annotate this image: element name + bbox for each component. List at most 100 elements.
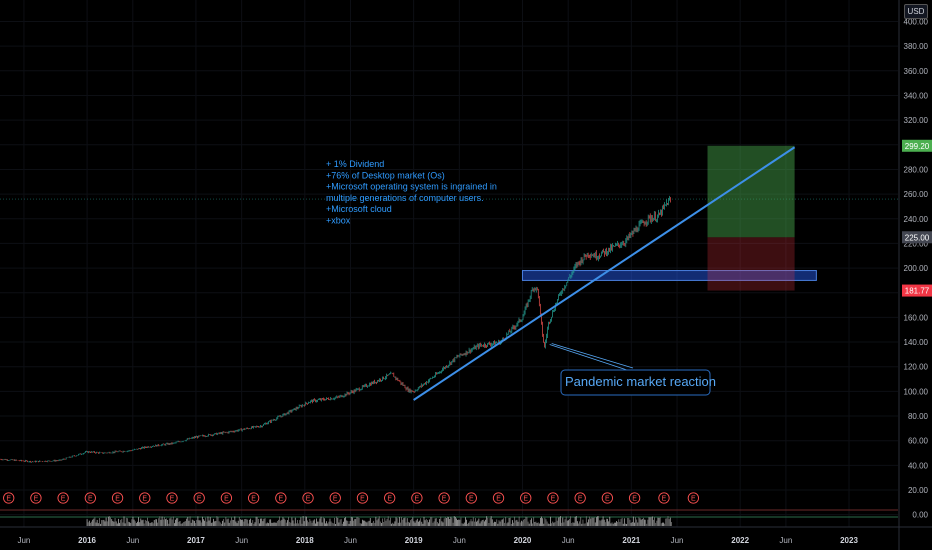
- earnings-marker: [275, 492, 287, 504]
- callout-connector: [549, 344, 634, 373]
- price-tag-bg: [902, 231, 932, 244]
- earnings-marker-label: E: [523, 496, 528, 503]
- support-zone: [521, 270, 817, 281]
- price-axis-label: 400.00: [904, 17, 929, 26]
- earnings-marker-label: E: [360, 496, 365, 503]
- price-axis-label: 220.00: [904, 239, 929, 248]
- price-axis-label: 140.00: [904, 338, 929, 347]
- price-axis-label: 260.00: [904, 190, 929, 199]
- price-axis-label: 20.00: [908, 486, 929, 495]
- price-axis-label: 200.00: [904, 264, 929, 273]
- price-tag-bg: [902, 284, 932, 297]
- earnings-marker-label: E: [197, 496, 202, 503]
- earnings-marker: [492, 492, 505, 504]
- price-axis-label: 160.00: [904, 313, 929, 322]
- pandemic-callout[interactable]: Pandemic market reaction: [549, 343, 716, 396]
- earnings-marker-label: E: [578, 496, 583, 503]
- analysis-notes: + 1% Dividend+76% of Desktop market (Os)…: [326, 159, 497, 226]
- time-axis-label: 2018: [296, 536, 314, 545]
- price-axis-label: 40.00: [908, 461, 929, 470]
- earnings-marker-label: E: [306, 496, 311, 503]
- price-axis-label: 240.00: [904, 215, 929, 224]
- price-axis-label: 280.00: [904, 165, 929, 174]
- volume-pane: [86, 516, 672, 526]
- earnings-marker: [520, 492, 532, 504]
- earnings-marker-label: E: [387, 496, 392, 503]
- price-axis-label: 60.00: [908, 437, 929, 446]
- earnings-marker: [601, 492, 614, 504]
- earnings-marker-label: E: [61, 496, 66, 503]
- time-axis-label: 2019: [405, 536, 423, 545]
- earnings-marker-label: E: [442, 496, 447, 503]
- earnings-marker-label: E: [496, 496, 501, 503]
- note-line: +Microsoft operating system is ingrained…: [326, 182, 497, 192]
- time-axis-label: 2023: [840, 536, 858, 545]
- price-tag-bg: [902, 139, 932, 152]
- time-axis-label: Jun: [17, 536, 30, 545]
- price-tags: 299.20 225.00 181.77: [902, 139, 932, 297]
- note-line: +xbox: [326, 216, 351, 226]
- earnings-marker-label: E: [34, 496, 39, 503]
- earnings-marker-label: E: [605, 496, 610, 503]
- time-axis-label: 2021: [622, 536, 640, 545]
- price-axis-label: 380.00: [904, 42, 929, 51]
- stop-zone: [707, 237, 795, 291]
- drawing-lines: [413, 146, 796, 401]
- earnings-marker-label: E: [469, 496, 474, 503]
- earnings-marker: [84, 492, 96, 504]
- price-tag-label: 299.20: [905, 142, 930, 151]
- time-axis-label: Jun: [235, 536, 248, 545]
- currency-label[interactable]: USD: [904, 4, 928, 19]
- earnings-marker: [247, 492, 260, 504]
- earnings-marker: [193, 492, 205, 504]
- earnings-marker: [658, 492, 670, 504]
- earnings-marker-label: E: [415, 496, 420, 503]
- earnings-marker-label: E: [115, 496, 120, 503]
- target-zone: [707, 145, 795, 238]
- trendline: [413, 146, 796, 401]
- candles: [0, 195, 671, 463]
- earnings-marker: [3, 492, 15, 504]
- earnings-marker: [111, 492, 124, 504]
- earnings-marker: [57, 492, 69, 504]
- note-line: +76% of Desktop market (Os): [326, 170, 445, 180]
- note-line: + 1% Dividend: [326, 159, 384, 169]
- earnings-marker-label: E: [142, 496, 147, 503]
- earnings-marker-label: E: [278, 496, 283, 503]
- price-axis-label: 360.00: [904, 67, 929, 76]
- price-axis-label: 120.00: [904, 363, 929, 372]
- earnings-marker: [139, 492, 151, 504]
- time-axis-label: Jun: [453, 536, 466, 545]
- earnings-marker: [687, 492, 700, 504]
- time-axis-label: 2017: [187, 536, 205, 545]
- price-axis-label: 320.00: [904, 116, 929, 125]
- earnings-marker-label: E: [632, 496, 637, 503]
- time-axis-label: 2020: [514, 536, 532, 545]
- earnings-marker-label: E: [88, 496, 93, 503]
- earnings-marker: [356, 492, 369, 504]
- time-axis-label: Jun: [671, 536, 684, 545]
- earnings-marker-label: E: [224, 496, 229, 503]
- price-axis-label: 0.00: [912, 511, 928, 520]
- time-axis[interactable]: Jun 2016 Jun 2017 Jun 2018 Jun 2019 Jun 2020 Jun 20…: [17, 536, 858, 545]
- earnings-marker: [220, 492, 233, 504]
- earnings-marker: [329, 492, 341, 504]
- price-axis[interactable]: 0.00 20.00 40.00 60.00 80.00 100.00 120.00 140.…: [904, 17, 929, 519]
- earnings-marker: [384, 492, 396, 504]
- price-axis-label: 80.00: [908, 412, 929, 421]
- earnings-marker: [411, 492, 423, 504]
- time-axis-label: 2016: [78, 536, 96, 545]
- earnings-marker-label: E: [251, 496, 256, 503]
- earnings-marker: [574, 492, 586, 504]
- earnings-marker-label: E: [691, 496, 696, 503]
- earnings-marker: [438, 492, 450, 504]
- time-axis-label: Jun: [126, 536, 139, 545]
- time-axis-label: Jun: [779, 536, 792, 545]
- earnings-marker: [547, 492, 559, 504]
- price-tag-label: 181.77: [905, 287, 930, 296]
- earnings-marker: [628, 492, 641, 504]
- time-axis-label: Jun: [344, 536, 357, 545]
- earnings-marker-label: E: [551, 496, 556, 503]
